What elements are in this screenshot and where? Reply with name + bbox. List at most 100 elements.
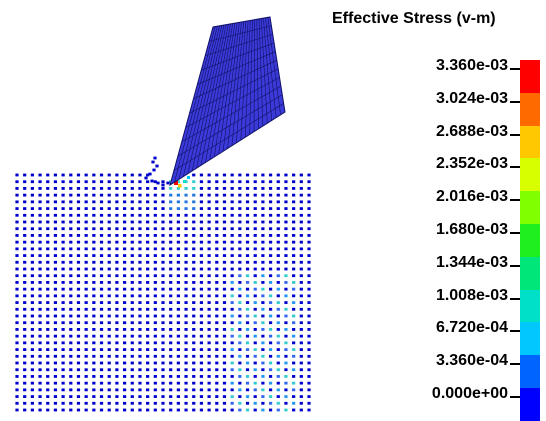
particle xyxy=(276,368,280,372)
particle xyxy=(122,247,127,251)
particle xyxy=(99,287,104,291)
particle xyxy=(46,341,50,345)
particle xyxy=(207,254,211,257)
particle xyxy=(92,187,96,190)
particle xyxy=(245,294,250,298)
particle xyxy=(238,227,242,231)
particle xyxy=(23,361,27,365)
tool-mesh-line xyxy=(227,21,242,149)
particle xyxy=(161,401,165,405)
particle xyxy=(238,281,242,284)
particle xyxy=(299,328,303,331)
particle xyxy=(153,401,157,405)
particle xyxy=(153,294,157,298)
particle xyxy=(207,307,211,311)
particle xyxy=(230,341,234,345)
particle xyxy=(276,227,280,231)
particle xyxy=(292,361,296,365)
particle xyxy=(276,281,280,284)
particle xyxy=(307,395,311,398)
particle xyxy=(107,395,111,398)
particle xyxy=(307,260,311,264)
particle xyxy=(84,193,88,197)
particle xyxy=(53,408,58,412)
particle xyxy=(38,368,42,372)
particle xyxy=(245,193,250,197)
particle xyxy=(122,227,127,231)
particle xyxy=(299,193,303,197)
particle xyxy=(38,213,42,217)
legend-tick xyxy=(510,297,520,300)
particle xyxy=(207,375,211,378)
particle xyxy=(122,368,127,372)
particle xyxy=(38,254,42,257)
particle xyxy=(153,260,157,264)
particle xyxy=(53,193,58,197)
particle xyxy=(30,408,34,412)
particle xyxy=(38,348,42,351)
particle xyxy=(238,375,242,378)
particle xyxy=(238,247,242,251)
particle xyxy=(230,227,234,231)
particle xyxy=(69,368,73,372)
particle xyxy=(53,328,58,331)
particle xyxy=(215,348,219,351)
particle xyxy=(169,375,173,378)
particle xyxy=(261,361,265,365)
particle xyxy=(153,408,157,412)
particle xyxy=(53,287,58,291)
particle xyxy=(222,187,227,190)
particle xyxy=(23,267,27,271)
particle xyxy=(284,274,288,278)
particle xyxy=(284,213,288,217)
particle xyxy=(138,240,142,244)
particle xyxy=(107,348,111,351)
particle xyxy=(253,348,257,351)
particle xyxy=(299,307,303,311)
particle xyxy=(23,301,27,304)
particle xyxy=(138,281,142,284)
particle xyxy=(23,180,27,184)
particle xyxy=(53,368,58,372)
particle xyxy=(61,321,65,325)
particle xyxy=(184,220,188,224)
particle xyxy=(176,294,180,298)
particle xyxy=(207,247,211,251)
particle xyxy=(46,314,50,318)
particle xyxy=(161,234,165,237)
particle xyxy=(245,173,250,177)
particle xyxy=(222,207,227,210)
particle xyxy=(176,220,180,224)
particle xyxy=(292,321,296,325)
particle xyxy=(284,207,288,210)
particle xyxy=(130,213,134,217)
particle xyxy=(253,207,257,210)
particle xyxy=(38,281,42,284)
particle xyxy=(268,287,273,291)
particle xyxy=(53,314,58,318)
particle xyxy=(161,354,165,358)
particle xyxy=(30,388,34,392)
particle xyxy=(153,354,157,358)
particle xyxy=(207,267,211,271)
particle xyxy=(38,274,42,278)
particle xyxy=(245,375,250,378)
particle xyxy=(230,254,234,257)
particle xyxy=(99,375,104,378)
particle xyxy=(99,207,104,210)
particle xyxy=(107,187,111,190)
legend-label: 1.008e-03 xyxy=(435,286,508,304)
particle xyxy=(238,240,242,244)
particle xyxy=(61,368,65,372)
particle xyxy=(76,341,81,345)
particle xyxy=(215,368,219,372)
particle xyxy=(192,254,196,257)
particle xyxy=(38,375,42,378)
particle xyxy=(138,321,142,325)
particle xyxy=(268,200,273,204)
particle xyxy=(30,354,34,358)
particle xyxy=(99,381,104,385)
particle xyxy=(69,260,73,264)
particle xyxy=(199,401,204,405)
